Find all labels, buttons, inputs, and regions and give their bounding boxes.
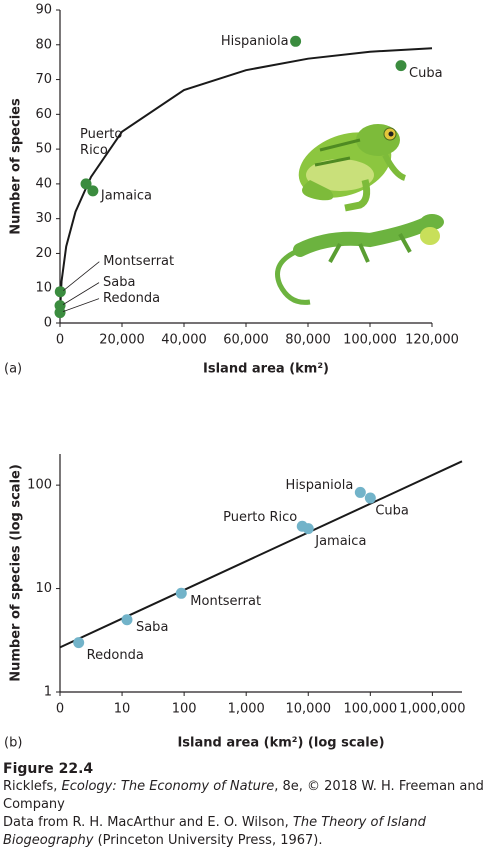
point-label: Cuba: [375, 504, 409, 519]
data-point: [395, 60, 407, 72]
lizard-illustration: [275, 214, 444, 305]
data-point: [302, 523, 314, 535]
x-tick-label: 60,000: [223, 333, 269, 348]
source-text: Ricklefs,: [3, 779, 62, 794]
y-tick-label: 10: [35, 581, 52, 596]
point-label: Cuba: [409, 66, 443, 81]
y-axis-title: Number of species (log scale): [9, 464, 24, 682]
y-tick-label: 100: [27, 478, 52, 493]
data-point: [73, 637, 85, 649]
chart: 1 10 100 0 10 100 1,000 10,000 100,000 1,000,000 I…: [4, 454, 465, 751]
data-note: Data from R. H. MacArthur and E. O. Wils…: [3, 814, 487, 850]
point-label: Puerto Rico: [223, 510, 297, 525]
panel-label: (b): [4, 736, 22, 751]
book-title: Ecology: The Economy of Nature: [61, 779, 275, 794]
data-point: [290, 35, 302, 47]
note-text: Data from R. H. MacArthur and E. O. Wils…: [3, 815, 293, 830]
x-tick-label: 0: [56, 702, 64, 717]
point-label: Puerto Rico: [80, 126, 123, 158]
x-tick-label: 100,000: [343, 702, 397, 717]
y-tick-label: 50: [35, 142, 52, 157]
data-point: [80, 178, 92, 190]
source-text: , 8e, © 2018 W. H. Freeman and Company: [3, 779, 484, 812]
x-tick-label: 100: [172, 702, 197, 717]
leader-line: [62, 298, 100, 312]
fit-line: [59, 460, 463, 649]
leader-line: [62, 282, 100, 305]
point-label: Jamaica: [314, 534, 366, 549]
y-tick-label: 60: [35, 107, 52, 122]
data-point: [175, 587, 187, 599]
data-point: [121, 614, 133, 626]
data-point: [54, 286, 66, 298]
point-label: Saba: [136, 620, 168, 635]
data-point: [354, 486, 366, 498]
chart: 0 10 20 30 40 50 60 70 80 90 0 20,000 40,000 60,000 80…: [4, 3, 459, 377]
y-tick-label: 10: [35, 281, 52, 296]
point-label: Hispaniola: [221, 34, 289, 49]
point-label: Montserrat: [103, 254, 174, 269]
y-tick-label: 80: [35, 37, 52, 52]
caption: Figure 22.4 Ricklefs, Ecology: The Econo…: [3, 760, 487, 850]
y-tick-label: 20: [35, 246, 52, 261]
fit-line: [59, 47, 433, 313]
frog-illustration: [298, 124, 407, 212]
y-tick-label: 40: [35, 176, 52, 191]
data-point: [87, 185, 99, 197]
y-tick-label: 90: [35, 3, 52, 18]
x-tick-label: 0: [56, 333, 64, 348]
note-text: (Princeton University Press, 1967).: [93, 833, 323, 848]
point-label: Jamaica: [100, 188, 152, 203]
y-tick-label: 30: [35, 211, 52, 226]
panel-label: (a): [4, 362, 22, 377]
x-tick-label: 10: [114, 702, 131, 717]
point-label: Redonda: [87, 648, 144, 663]
point-label: Montserrat: [190, 594, 261, 609]
point-label: Hispaniola: [286, 478, 354, 493]
point-label: Saba: [103, 275, 135, 290]
y-tick-label: 1: [44, 685, 52, 700]
x-tick-label: 20,000: [99, 333, 145, 348]
y-tick-label: 70: [35, 72, 52, 87]
x-axis-title: Island area (km²) (log scale): [177, 736, 384, 751]
book-title: The Theory of Island Biogeography: [3, 815, 426, 848]
point-label: Redonda: [103, 291, 160, 306]
y-axis-title: Number of species: [9, 98, 24, 235]
figure-number: Figure 22.4: [3, 761, 94, 777]
data-point: [364, 492, 376, 504]
x-tick-label: 100,000: [343, 333, 397, 348]
data-point: [54, 307, 66, 319]
x-tick-label: 40,000: [161, 333, 207, 348]
x-tick-label: 1,000,000: [399, 702, 465, 717]
y-tick-label: 0: [44, 316, 52, 331]
x-axis-title: Island area (km²): [203, 362, 329, 377]
leader-line: [63, 261, 100, 292]
x-tick-label: 1,000: [228, 702, 265, 717]
x-tick-label: 120,000: [405, 333, 459, 348]
x-tick-label: 10,000: [286, 702, 332, 717]
source: Ricklefs, Ecology: The Economy of Nature…: [3, 778, 487, 814]
x-tick-label: 80,000: [285, 333, 331, 348]
